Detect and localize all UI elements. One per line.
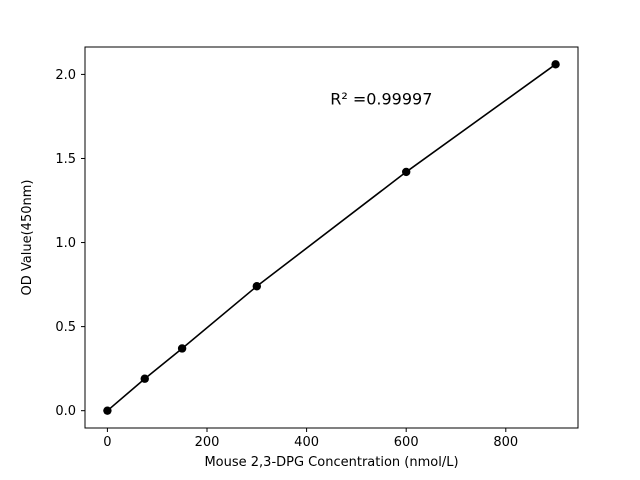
y-axis-label: OD Value(450nm) [20,180,35,296]
data-point [551,60,560,69]
y-tick-label: 2.0 [55,68,76,83]
data-point [177,344,187,353]
plot-border [84,46,579,429]
r-squared-annotation: R² =0.99997 [330,90,432,109]
x-tick-label: 400 [294,435,319,450]
standard-curve-line [106,63,557,412]
x-tick-label: 600 [394,435,419,450]
x-tick-label: 0 [103,435,111,450]
data-point [252,282,262,291]
x-tick-label: 200 [195,435,220,450]
data-point [103,406,112,415]
y-tick-label: 0.5 [55,320,76,335]
y-tick-label: 0.0 [55,404,76,419]
x-tick-label: 800 [493,435,518,450]
data-point [401,167,411,177]
x-axis-label: Mouse 2,3-DPG Concentration (nmol/L) [204,455,458,470]
y-tick-label: 1.0 [55,236,76,251]
y-tick-label: 1.5 [55,152,76,167]
data-point [140,374,149,383]
